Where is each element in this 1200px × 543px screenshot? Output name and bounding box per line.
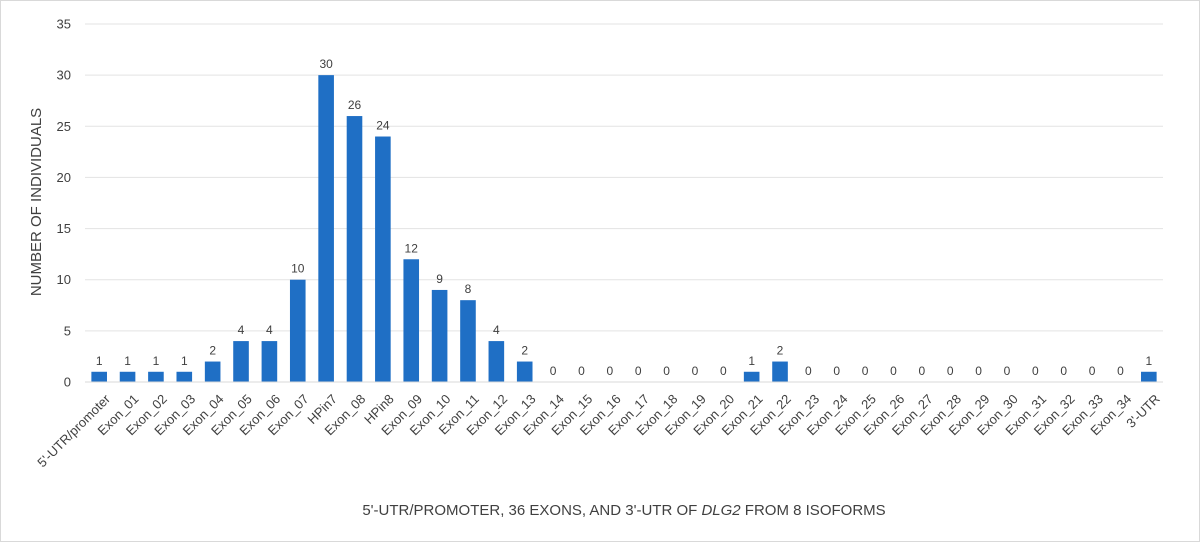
data-label: 12 bbox=[405, 241, 419, 255]
bar bbox=[488, 341, 505, 382]
bar bbox=[233, 341, 249, 382]
data-label: 0 bbox=[1060, 364, 1067, 378]
data-label: 0 bbox=[692, 364, 699, 378]
bar bbox=[1141, 371, 1157, 382]
data-label: 1 bbox=[96, 354, 103, 368]
x-axis-title-part-1: 5'-UTR/PROMOTER, 36 EXONS, AND 3'-UTR OF bbox=[362, 502, 701, 519]
data-label: 4 bbox=[266, 323, 273, 337]
data-label: 26 bbox=[348, 98, 362, 112]
bar bbox=[516, 361, 533, 382]
data-label: 0 bbox=[947, 364, 954, 378]
data-label: 0 bbox=[578, 364, 585, 378]
y-tick-label: 25 bbox=[57, 119, 71, 134]
data-label: 0 bbox=[550, 364, 557, 378]
data-label: 0 bbox=[862, 364, 869, 378]
data-label: 0 bbox=[1089, 364, 1096, 378]
data-label: 0 bbox=[1004, 364, 1011, 378]
data-label: 0 bbox=[720, 364, 727, 378]
bar bbox=[743, 371, 760, 382]
gridlines bbox=[85, 23, 1163, 332]
data-label: 0 bbox=[805, 364, 812, 378]
data-label: 0 bbox=[1032, 364, 1039, 378]
data-label: 1 bbox=[181, 354, 188, 368]
bar bbox=[318, 75, 334, 383]
data-label: 30 bbox=[319, 57, 333, 71]
bar bbox=[289, 279, 306, 382]
y-tick-label: 35 bbox=[57, 17, 71, 32]
data-label: 0 bbox=[1117, 364, 1124, 378]
y-axis-ticks: 0 5 10 15 20 25 30 35 bbox=[57, 17, 71, 390]
bar bbox=[460, 300, 476, 382]
data-label: 0 bbox=[833, 364, 840, 378]
x-axis-title-part-3: FROM 8 ISOFORMS bbox=[741, 502, 886, 519]
y-tick-label: 5 bbox=[64, 323, 71, 338]
bar bbox=[148, 371, 164, 382]
y-tick-label: 30 bbox=[57, 68, 71, 83]
data-label: 0 bbox=[635, 364, 642, 378]
bar bbox=[261, 341, 278, 382]
data-label: 8 bbox=[465, 282, 472, 296]
data-label: 0 bbox=[663, 364, 670, 378]
data-label: 2 bbox=[209, 344, 216, 358]
data-label: 24 bbox=[376, 119, 390, 133]
y-axis-title: NUMBER OF INDIVIDUALS bbox=[28, 108, 45, 296]
bar bbox=[431, 289, 448, 382]
data-label: 0 bbox=[606, 364, 613, 378]
data-label: 2 bbox=[521, 344, 528, 358]
x-axis-ticks: 5'-UTR/promoterExon_01Exon_02Exon_03Exon… bbox=[34, 391, 1162, 470]
data-label: 10 bbox=[291, 262, 305, 276]
data-label: 2 bbox=[777, 344, 784, 358]
y-tick-label: 15 bbox=[57, 221, 71, 236]
data-label: 1 bbox=[124, 354, 131, 368]
y-tick-label: 20 bbox=[57, 170, 71, 185]
bar bbox=[375, 136, 391, 382]
data-label: 0 bbox=[890, 364, 897, 378]
data-label: 0 bbox=[975, 364, 982, 378]
bar bbox=[772, 361, 788, 382]
data-label: 0 bbox=[919, 364, 926, 378]
data-label: 1 bbox=[748, 354, 755, 368]
bars bbox=[91, 75, 1157, 383]
data-label: 9 bbox=[436, 272, 443, 286]
bar bbox=[119, 371, 136, 382]
y-tick-label: 0 bbox=[64, 375, 71, 390]
data-label: 1 bbox=[153, 354, 160, 368]
data-label: 4 bbox=[238, 323, 245, 337]
y-tick-label: 10 bbox=[57, 272, 71, 287]
bar bbox=[204, 361, 221, 382]
bar bbox=[91, 371, 107, 382]
data-label: 1 bbox=[1145, 354, 1152, 368]
bar bbox=[346, 116, 363, 383]
data-label: 4 bbox=[493, 323, 500, 337]
x-axis-title-gene: DLG2 bbox=[701, 502, 741, 519]
bar bbox=[403, 259, 420, 382]
bar bbox=[176, 371, 193, 382]
x-axis-title: 5'-UTR/PROMOTER, 36 EXONS, AND 3'-UTR OF… bbox=[362, 502, 885, 519]
